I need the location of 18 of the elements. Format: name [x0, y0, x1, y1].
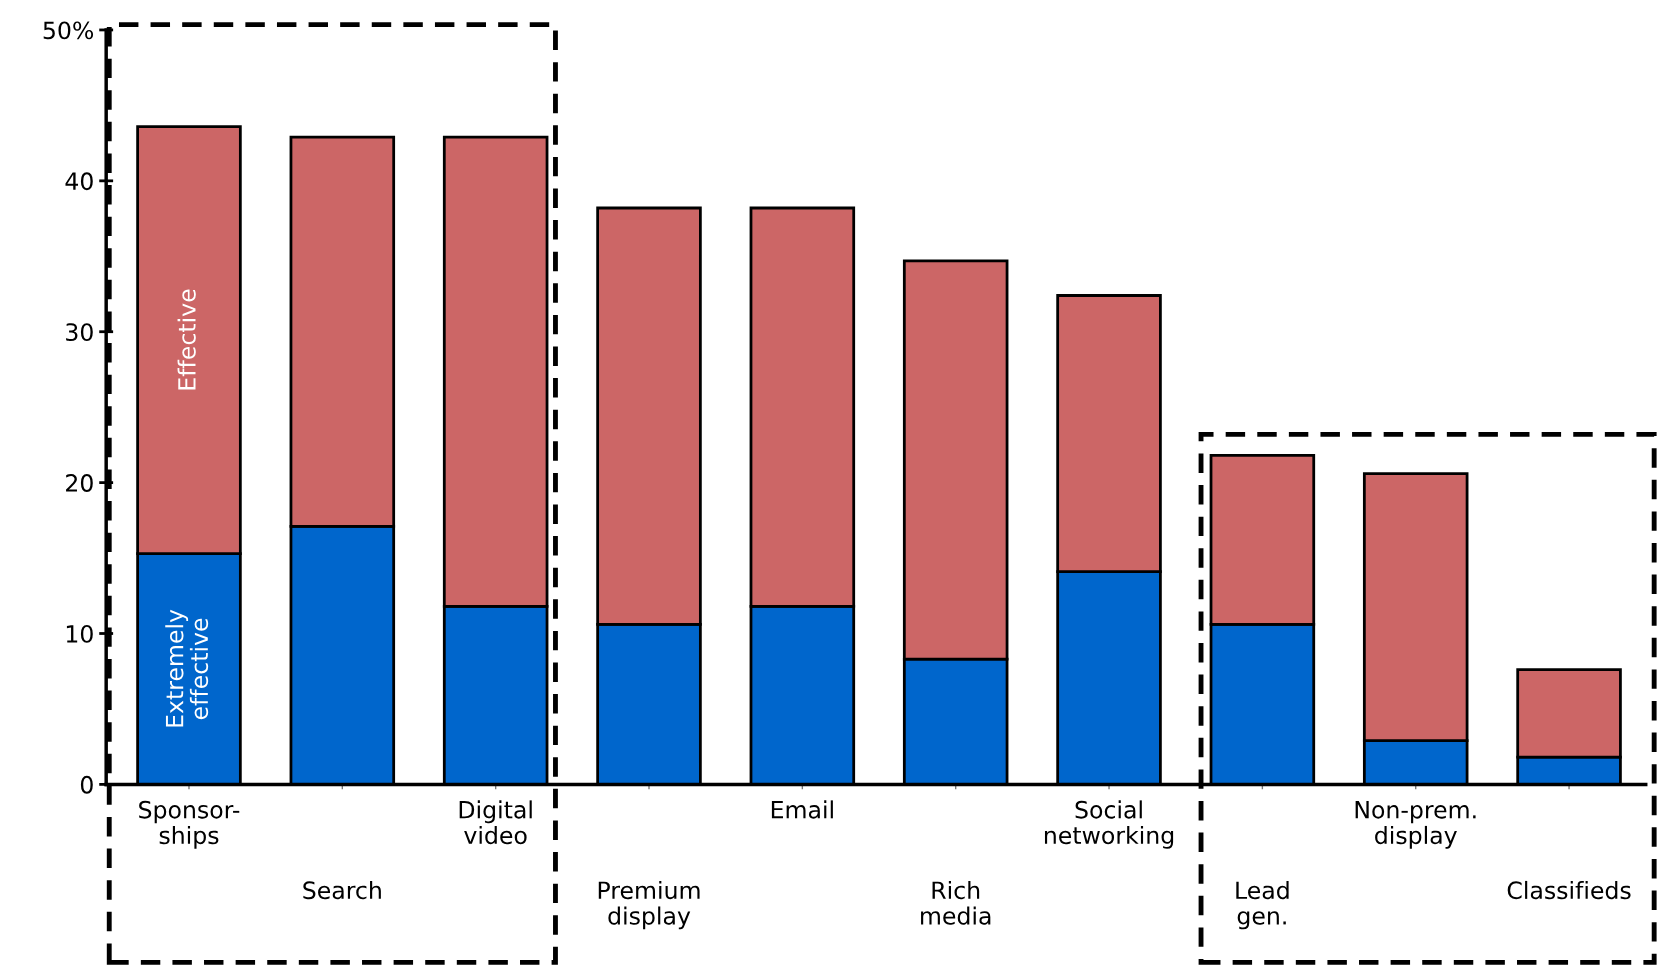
- x-tick-label: Premium display: [598, 880, 700, 930]
- y-tick-label: 20: [66, 474, 93, 492]
- x-tick-label: Rich media: [921, 880, 991, 925]
- x-tick-label: Social networking: [1044, 800, 1174, 849]
- x-tick-label: Lead gen.: [1236, 880, 1289, 930]
- y-tick-label: 50%: [43, 21, 94, 40]
- series-label: Extremely effective: [165, 609, 209, 727]
- series-label: Effective: [177, 289, 196, 390]
- x-tick-label: Search: [303, 880, 381, 900]
- y-tick-label: 10: [66, 624, 93, 643]
- x-tick-label: Email: [771, 800, 833, 819]
- x-tick-label: Sponsor- ships: [139, 800, 240, 849]
- x-tick-label: Classifieds: [1507, 880, 1631, 900]
- y-tick-label: 0: [80, 775, 93, 794]
- y-tick-label: 40: [65, 172, 93, 191]
- x-tick-label: Digital video: [459, 800, 532, 845]
- y-tick-label: 30: [66, 323, 93, 342]
- x-tick-label: Non-prem. display: [1355, 801, 1476, 849]
